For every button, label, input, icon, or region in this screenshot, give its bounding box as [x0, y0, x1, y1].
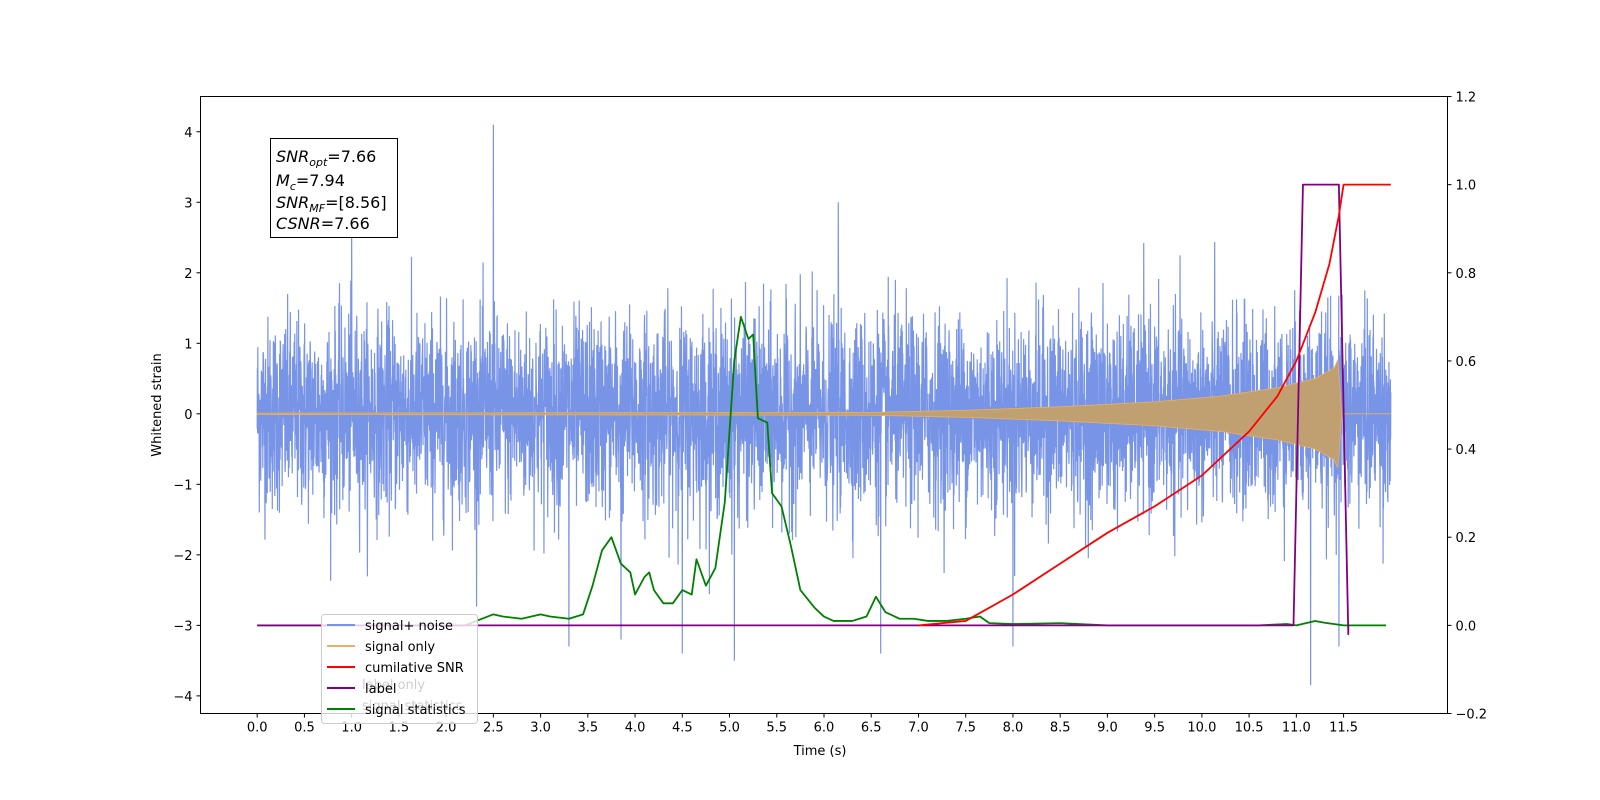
legend-ghost-text-1: label only	[362, 678, 425, 693]
legend-entry-cumilative-snr: cumilative SNR	[365, 661, 464, 676]
y2-tick-label: 0.6	[1456, 355, 1477, 370]
x-tick-label: 8.0	[1003, 721, 1024, 736]
legend-entry-signal-noise: signal+ noise	[365, 619, 453, 634]
legend-frame	[321, 614, 478, 724]
y-axis-left: 4 3 2 1 0 −1 −2 −3 −4	[173, 126, 201, 705]
x-tick-label: 0.0	[247, 721, 268, 736]
y2-tick-label: 0.2	[1456, 531, 1477, 546]
x-tick-label: 7.5	[955, 721, 976, 736]
x-axis-label: Time (s)	[793, 744, 847, 759]
x-tick-label: 2.0	[436, 721, 457, 736]
x-tick-label: 9.5	[1144, 721, 1165, 736]
x-tick-label: 0.5	[294, 721, 315, 736]
series-label	[257, 183, 1350, 636]
y-tick-label: −2	[173, 549, 192, 564]
y-axis-right: 1.2 1.0 0.8 0.6 0.4 0.2 0.0 −0.2	[1447, 91, 1488, 723]
x-tick-label: 3.5	[577, 721, 598, 736]
x-tick-label: 5.5	[766, 721, 787, 736]
x-tick-label: 5.0	[719, 721, 740, 736]
y2-tick-label: −0.2	[1456, 708, 1488, 723]
x-tick-label: 9.0	[1097, 721, 1118, 736]
x-tick-label: 7.0	[908, 721, 929, 736]
y2-tick-label: 0.4	[1456, 443, 1477, 458]
series-signal-only	[256, 359, 1391, 469]
x-tick-label: 10.0	[1187, 721, 1216, 736]
y2-tick-label: 1.2	[1456, 91, 1477, 106]
series-signal-statistics	[257, 315, 1387, 627]
legend: label only signal statistics signal+ noi…	[321, 614, 478, 724]
y-axis-label: Whitened strain	[150, 353, 165, 456]
annotation-csnr: CSNR=7.66	[276, 214, 370, 233]
annotation-box: SNRopt=7.66 Mc=7.94 SNRMF=[8.56] CSNR=7.…	[270, 138, 398, 238]
y-tick-label: −4	[173, 690, 192, 705]
y-tick-label: −1	[173, 478, 192, 493]
x-tick-label: 6.0	[814, 721, 835, 736]
legend-entry-signal-only: signal only	[365, 640, 435, 655]
annotation-snr-opt: SNRopt=7.66	[276, 147, 376, 169]
y-tick-label: 2	[184, 267, 192, 282]
y-tick-label: 1	[184, 337, 192, 352]
y-tick-label: 4	[184, 126, 192, 141]
x-tick-label: 11.5	[1329, 721, 1358, 736]
x-tick-label: 1.0	[341, 721, 362, 736]
y-tick-label: 3	[184, 196, 192, 211]
y2-tick-label: 0.8	[1456, 267, 1477, 282]
annotation-mc: Mc=7.94	[276, 171, 345, 193]
x-tick-label: 8.5	[1050, 721, 1071, 736]
annotation-snr-mf: SNRMF=[8.56]	[276, 193, 387, 215]
y-tick-label: −3	[173, 619, 192, 634]
plot-series	[256, 124, 1392, 686]
y2-tick-label: 1.0	[1456, 179, 1477, 194]
legend-entry-signal-statistics: signal statistics	[365, 703, 466, 718]
x-tick-label: 10.5	[1235, 721, 1264, 736]
x-tick-label: 1.5	[389, 721, 410, 736]
legend-ghost-text-2: signal statistics	[362, 699, 463, 714]
y2-tick-label: 0.0	[1456, 619, 1477, 634]
series-cumilative-snr	[918, 183, 1391, 627]
x-tick-label: 11.0	[1282, 721, 1311, 736]
x-tick-label: 4.5	[672, 721, 693, 736]
y-tick-label: 0	[184, 408, 192, 423]
x-axis: 0.0 0.5 1.0 1.5 2.0 2.5 3.0 3.5 4.0 4.5 5.0 5.5 6.0 6…	[247, 713, 1358, 736]
x-tick-label: 6.5	[861, 721, 882, 736]
x-tick-label: 3.0	[530, 721, 551, 736]
legend-entry-label: label	[365, 682, 396, 697]
x-tick-label: 4.0	[625, 721, 646, 736]
x-tick-label: 2.5	[483, 721, 504, 736]
